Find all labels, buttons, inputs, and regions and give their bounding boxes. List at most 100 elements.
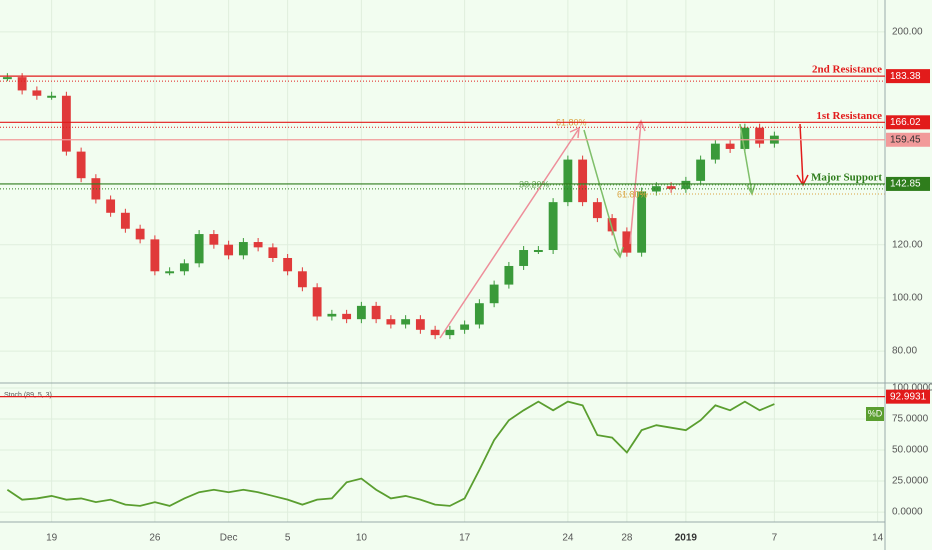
candle-body <box>415 319 425 330</box>
candle-body <box>607 218 617 232</box>
candle-body <box>312 287 322 317</box>
arrow <box>799 123 804 185</box>
y-tick-label: 120.00 <box>892 239 923 250</box>
candle-body <box>209 234 219 245</box>
y-tick-label: 50.0000 <box>892 445 929 456</box>
price-tag <box>886 389 930 404</box>
x-tick-label: 19 <box>46 533 58 544</box>
candle-body <box>76 151 86 179</box>
fib-label: 61.80% <box>617 189 648 199</box>
candle-body <box>430 329 440 336</box>
candle-body <box>238 242 248 256</box>
candle-body <box>61 95 71 152</box>
indicator-title: Stoch (89, 5, 3) <box>4 392 52 399</box>
grid <box>0 0 885 522</box>
arrow <box>439 129 579 339</box>
arrow <box>629 121 642 245</box>
candle-body <box>489 284 499 304</box>
arrowhead <box>569 126 580 139</box>
y-tick-label: 100.00 <box>892 293 923 304</box>
candle-body <box>401 319 411 325</box>
y-tick-label: 80.00 <box>892 346 917 357</box>
price-tag-label: 166.02 <box>890 117 921 128</box>
y-tick-label: 25.0000 <box>892 476 929 487</box>
candle-body <box>356 305 366 320</box>
candle-body <box>165 271 175 274</box>
candle-body <box>32 90 42 96</box>
candle-body <box>696 159 706 181</box>
candle-body <box>120 212 130 229</box>
price-tag-label: 159.45 <box>890 134 921 145</box>
level-name: 1st Resistance <box>816 110 882 122</box>
marks <box>2 73 779 507</box>
candle-body <box>386 319 396 325</box>
candle-body <box>194 234 204 264</box>
candle-body <box>578 159 588 203</box>
arrowhead <box>613 246 624 259</box>
y-tick-label: 0.0000 <box>892 507 923 518</box>
candle-body <box>268 247 278 258</box>
candle-body <box>637 191 647 253</box>
arrows <box>439 119 809 339</box>
candle-body <box>106 199 116 213</box>
candle-body <box>342 313 352 320</box>
y-tick-label: 100.0000 <box>892 383 932 394</box>
x-tick-label: 7 <box>772 533 778 544</box>
x-tick-label: 5 <box>285 533 291 544</box>
candle-body <box>445 329 455 336</box>
candle-body <box>460 324 470 330</box>
price-tag <box>886 69 930 84</box>
x-tick-label: Dec <box>220 533 238 544</box>
x-tick-label: 28 <box>621 533 633 544</box>
x-tick-label: 14 <box>872 533 884 544</box>
price-tag-label: 92.9931 <box>890 391 927 402</box>
candle-body <box>755 127 765 144</box>
candle-body <box>563 159 573 203</box>
candle-body <box>179 263 189 272</box>
candle-body <box>327 313 337 317</box>
candle-body <box>519 250 529 266</box>
arrowhead <box>635 119 646 132</box>
x-tick-label: 10 <box>356 533 368 544</box>
candle-body <box>504 265 514 285</box>
price-tag <box>886 132 930 147</box>
candle-body <box>710 143 720 160</box>
candle-body <box>474 303 484 325</box>
candle-body <box>622 231 632 253</box>
price-tag-label: 183.38 <box>890 71 921 82</box>
level-name: Major Support <box>811 171 882 183</box>
legend-label: %D <box>868 408 883 418</box>
x-tick-label: 2019 <box>675 533 698 544</box>
x-tick-label: 17 <box>459 533 471 544</box>
arrow <box>739 123 753 194</box>
candle-body <box>666 186 676 189</box>
arrow <box>583 129 621 257</box>
x-tick-label: 26 <box>149 533 161 544</box>
candle-body <box>371 305 381 320</box>
candle-body <box>651 186 661 192</box>
x-tick-label: 24 <box>562 533 574 544</box>
candle-body <box>533 250 543 253</box>
price-tag <box>886 115 930 130</box>
candle-body <box>548 202 558 251</box>
candle-body <box>253 242 263 248</box>
candle-body <box>592 202 602 219</box>
indicator-line <box>6 400 775 507</box>
candle-body <box>47 95 57 98</box>
y-tick-label: 75.0000 <box>892 414 929 425</box>
legend-box <box>866 407 884 421</box>
candle-body <box>2 77 12 80</box>
candle-body <box>91 178 101 200</box>
price-tag-label: 142.85 <box>890 179 921 190</box>
candle-body <box>224 244 234 256</box>
candle-body <box>17 77 27 91</box>
price-tag <box>886 176 930 191</box>
y-tick-label: 200.00 <box>892 27 923 38</box>
candle-body <box>283 257 293 272</box>
candle-body <box>740 127 750 149</box>
candle-body <box>297 271 307 288</box>
candle-body <box>725 143 735 149</box>
candle-body <box>135 228 145 240</box>
